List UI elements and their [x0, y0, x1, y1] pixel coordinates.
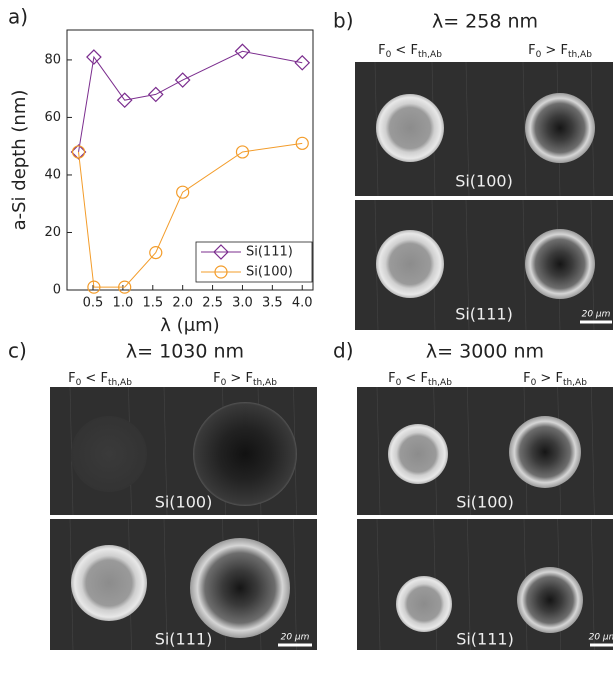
panel-label: a)	[8, 5, 28, 29]
column-label-part: th,Ab	[253, 378, 277, 388]
scale-bar-label: 20 μm	[589, 633, 613, 643]
x-tick-label: 1.5	[142, 296, 163, 311]
column-label-part: F	[378, 43, 385, 58]
panel-title: λ= 1030 nm	[126, 341, 244, 363]
column-label: F0 < Fth,Ab	[378, 43, 442, 60]
x-tick-label: 1.0	[113, 296, 134, 311]
ablation-spot	[190, 538, 290, 638]
x-tick-label: 0.5	[83, 296, 104, 311]
ablation-spot	[388, 424, 448, 484]
sample-label: Si(100)	[456, 493, 514, 512]
column-label-part: th,Ab	[568, 50, 592, 60]
x-tick-label: 3.0	[232, 296, 253, 311]
column-label: F0 > Fth,Ab	[528, 43, 592, 60]
column-label: F0 < Fth,Ab	[68, 371, 132, 388]
ablation-spot	[71, 416, 147, 492]
ablation-spot	[509, 416, 581, 488]
panel-title: λ= 258 nm	[432, 11, 538, 33]
sample-label: Si(100)	[455, 172, 513, 191]
ablation-spot	[376, 94, 444, 162]
y-axis-label: a-Si depth (nm)	[9, 90, 30, 231]
column-label-part: F	[68, 371, 75, 386]
panel-label: b)	[333, 9, 354, 33]
column-label-part: > F	[226, 371, 253, 386]
sample-label: Si(111)	[456, 630, 514, 649]
x-tick-label: 2.0	[172, 296, 193, 311]
panel-title: λ= 3000 nm	[426, 341, 544, 363]
column-label-part: th,Ab	[428, 378, 452, 388]
column-label-part: < F	[391, 43, 418, 58]
figure: 0.5 1.0 1.5 2.0 2.5 3.0 3.5 4.0 0 20 40 60 80 λ (μm) a…	[0, 0, 613, 677]
ablation-spot	[517, 567, 583, 633]
column-label-part: > F	[541, 43, 568, 58]
y-tick-label: 60	[44, 110, 61, 125]
column-label-part: F	[388, 371, 395, 386]
column-label-part: < F	[81, 371, 108, 386]
chart: 0.5 1.0 1.5 2.0 2.5 3.0 3.5 4.0 0 20 40 60 80 λ (μm) a…	[9, 30, 313, 336]
column-label-part: < F	[401, 371, 428, 386]
column-label: F0 > Fth,Ab	[213, 371, 277, 388]
ablation-spot	[525, 229, 595, 299]
x-tick-label: 2.5	[202, 296, 223, 311]
x-tick-label: 4.0	[292, 296, 313, 311]
column-label-part: F	[213, 371, 220, 386]
column-label: F0 > Fth,Ab	[523, 371, 587, 388]
column-label: F0 < Fth,Ab	[388, 371, 452, 388]
scale-bar-label: 20 μm	[281, 633, 310, 643]
sample-label: Si(111)	[155, 630, 213, 649]
panel-label: c)	[8, 339, 27, 363]
y-tick-label: 40	[44, 167, 61, 182]
scale-bar-label: 20 μm	[582, 310, 611, 320]
column-label-part: F	[523, 371, 530, 386]
ablation-spot	[525, 93, 595, 163]
panel-label: d)	[333, 339, 354, 363]
x-axis-label: λ (μm)	[160, 315, 219, 336]
sample-label: Si(100)	[155, 493, 213, 512]
column-label-part: F	[528, 43, 535, 58]
y-tick-label: 80	[44, 52, 61, 67]
x-tick-label: 3.5	[262, 296, 283, 311]
column-label-part: th,Ab	[108, 378, 132, 388]
sample-label: Si(111)	[455, 305, 513, 324]
ablation-spot	[193, 402, 297, 506]
ablation-spot	[396, 576, 452, 632]
legend-label: Si(100)	[246, 265, 293, 280]
ablation-spot	[376, 230, 444, 298]
data-point	[295, 56, 309, 70]
column-label-part: th,Ab	[563, 378, 587, 388]
column-label-part: th,Ab	[418, 50, 442, 60]
column-label-part: > F	[536, 371, 563, 386]
ablation-spot	[71, 545, 147, 621]
y-tick-label: 0	[53, 283, 61, 298]
legend-label: Si(111)	[246, 245, 293, 260]
y-tick-label: 20	[44, 225, 61, 240]
series-line	[79, 51, 303, 152]
